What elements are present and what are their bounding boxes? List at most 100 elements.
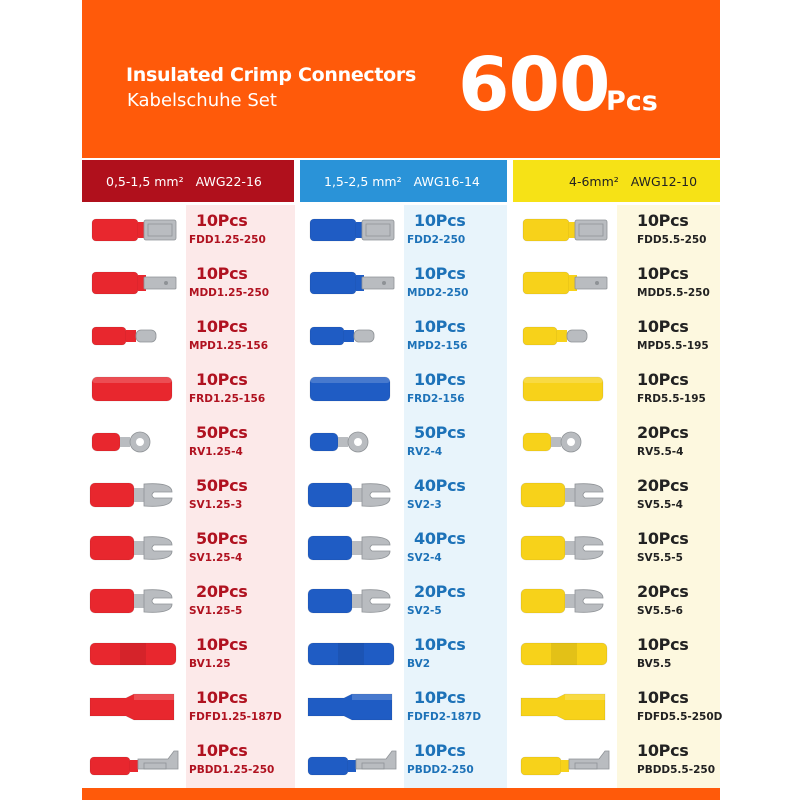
part-code-label: FDD2-250 xyxy=(407,234,466,246)
part-code-label: PBDD1.25-250 xyxy=(189,764,275,776)
product-info: 10Pcs MDD1.25-250 xyxy=(186,258,295,311)
male-disconnect-connector-image xyxy=(513,258,617,311)
quantity-label: 40Pcs xyxy=(414,529,466,548)
spade-connector-image xyxy=(300,523,404,576)
part-code-label: SV1.25-5 xyxy=(189,605,243,617)
quantity-label: 20Pcs xyxy=(637,582,689,601)
fully-insulated-connector-image xyxy=(82,682,186,735)
quantity-label: 40Pcs xyxy=(414,476,466,495)
quantity-label: 50Pcs xyxy=(196,476,248,495)
product-row: 20Pcs SV2-5 xyxy=(300,576,507,629)
quantity-label: 10Pcs xyxy=(637,529,689,548)
part-code-label: SV2-4 xyxy=(407,552,442,564)
product-row: 10Pcs FDFD5.5-250D xyxy=(513,682,723,735)
quantity-label: 10Pcs xyxy=(637,264,689,283)
part-code-label: MPD2-156 xyxy=(407,340,468,352)
part-code-label: FDD1.25-250 xyxy=(189,234,266,246)
male-disconnect-connector-image xyxy=(82,258,186,311)
quantity-label: 10Pcs xyxy=(196,688,248,707)
product-row: 10Pcs BV2 xyxy=(300,629,507,682)
quantity-label: 10Pcs xyxy=(414,370,466,389)
product-row: 40Pcs SV2-3 xyxy=(300,470,507,523)
product-info: 20Pcs RV5.5-4 xyxy=(617,417,720,470)
spade-connector-image xyxy=(300,470,404,523)
product-info: 10Pcs FDFD2-187D xyxy=(404,682,507,735)
part-code-label: FRD2-156 xyxy=(407,393,465,405)
part-code-label: MDD2-250 xyxy=(407,287,469,299)
quantity-label: 10Pcs xyxy=(196,741,248,760)
footer-bar xyxy=(82,788,720,800)
product-info: 10Pcs FDD5.5-250 xyxy=(617,205,720,258)
piggyback-connector-image xyxy=(82,735,186,788)
product-info: 40Pcs SV2-3 xyxy=(404,470,507,523)
piggyback-connector-image xyxy=(513,735,617,788)
part-code-label: FDFD2-187D xyxy=(407,711,482,723)
quantity-label: 50Pcs xyxy=(196,423,248,442)
product-info: 10Pcs FRD5.5-195 xyxy=(617,364,720,417)
product-row: 10Pcs MDD5.5-250 xyxy=(513,258,720,311)
product-row: 10Pcs FDD5.5-250 xyxy=(513,205,720,258)
quantity-label: 50Pcs xyxy=(414,423,466,442)
product-info: 20Pcs SV2-5 xyxy=(404,576,507,629)
product-row: 10Pcs FDFD1.25-187D xyxy=(82,682,295,735)
part-code-label: SV5.5-5 xyxy=(637,552,683,564)
bullet-female-connector-image xyxy=(513,364,617,417)
page-title: Insulated Crimp Connectors xyxy=(126,64,417,86)
quantity-label: 10Pcs xyxy=(637,635,689,654)
header-banner xyxy=(82,0,720,158)
part-code-label: BV2 xyxy=(407,658,431,670)
product-info: 10Pcs MPD1.25-156 xyxy=(186,311,295,364)
product-row: 20Pcs SV1.25-5 xyxy=(82,576,295,629)
part-code-label: FDD5.5-250 xyxy=(637,234,707,246)
total-count-unit: Pcs xyxy=(606,86,658,117)
quantity-label: 10Pcs xyxy=(414,688,466,707)
awg-label: AWG12-10 xyxy=(630,173,698,189)
product-info: 20Pcs SV5.5-4 xyxy=(617,470,720,523)
bullet-connector-image xyxy=(513,311,617,364)
column-header-blue: 1,5-2,5 mm² AWG16-14 xyxy=(300,160,507,202)
awg-label: AWG16-14 xyxy=(413,173,480,189)
quantity-label: 10Pcs xyxy=(414,264,466,283)
quantity-label: 10Pcs xyxy=(414,741,466,760)
product-info: 10Pcs MPD5.5-195 xyxy=(617,311,720,364)
product-info: 20Pcs SV1.25-5 xyxy=(186,576,295,629)
part-code-label: BV5.5 xyxy=(637,658,672,670)
fully-insulated-connector-image xyxy=(300,682,404,735)
product-info: 10Pcs PBDD2-250 xyxy=(404,735,507,788)
ring-connector-image xyxy=(513,417,617,470)
spade-connector-image xyxy=(82,470,186,523)
column-blue: 10Pcs FDD2-250 10Pcs MDD2-250 10Pcs MPD2-15… xyxy=(300,205,507,788)
female-disconnect-connector-image xyxy=(82,205,186,258)
product-info: 50Pcs SV1.25-3 xyxy=(186,470,295,523)
part-code-label: SV1.25-4 xyxy=(189,552,243,564)
product-info: 10Pcs FRD1.25-156 xyxy=(186,364,295,417)
awg-label: AWG22-16 xyxy=(195,173,262,189)
wire-size-label: 0,5-1,5 mm² xyxy=(106,173,184,189)
quantity-label: 10Pcs xyxy=(196,211,248,230)
part-code-label: MDD1.25-250 xyxy=(189,287,270,299)
product-row: 20Pcs SV5.5-4 xyxy=(513,470,720,523)
product-row: 10Pcs FDD2-250 xyxy=(300,205,507,258)
part-code-label: SV1.25-3 xyxy=(189,499,243,511)
part-code-label: MPD5.5-195 xyxy=(637,340,709,352)
quantity-label: 10Pcs xyxy=(637,688,689,707)
product-info: 10Pcs PBDD1.25-250 xyxy=(186,735,295,788)
quantity-label: 10Pcs xyxy=(637,370,689,389)
ring-connector-image xyxy=(300,417,404,470)
product-row: 10Pcs MPD2-156 xyxy=(300,311,507,364)
quantity-label: 10Pcs xyxy=(414,317,466,336)
quantity-label: 10Pcs xyxy=(196,635,248,654)
product-row: 50Pcs RV2-4 xyxy=(300,417,507,470)
part-code-label: PBDD5.5-250 xyxy=(637,764,716,776)
spade-connector-image xyxy=(513,470,617,523)
part-code-label: FDFD1.25-187D xyxy=(189,711,282,723)
female-disconnect-connector-image xyxy=(513,205,617,258)
quantity-label: 10Pcs xyxy=(637,317,689,336)
bullet-connector-image xyxy=(300,311,404,364)
product-row: 10Pcs MPD5.5-195 xyxy=(513,311,720,364)
product-info: 10Pcs BV1.25 xyxy=(186,629,295,682)
quantity-label: 10Pcs xyxy=(196,264,248,283)
product-row: 20Pcs SV5.5-6 xyxy=(513,576,720,629)
product-row: 10Pcs FRD2-156 xyxy=(300,364,507,417)
part-code-label: FDFD5.5-250D xyxy=(637,711,723,723)
